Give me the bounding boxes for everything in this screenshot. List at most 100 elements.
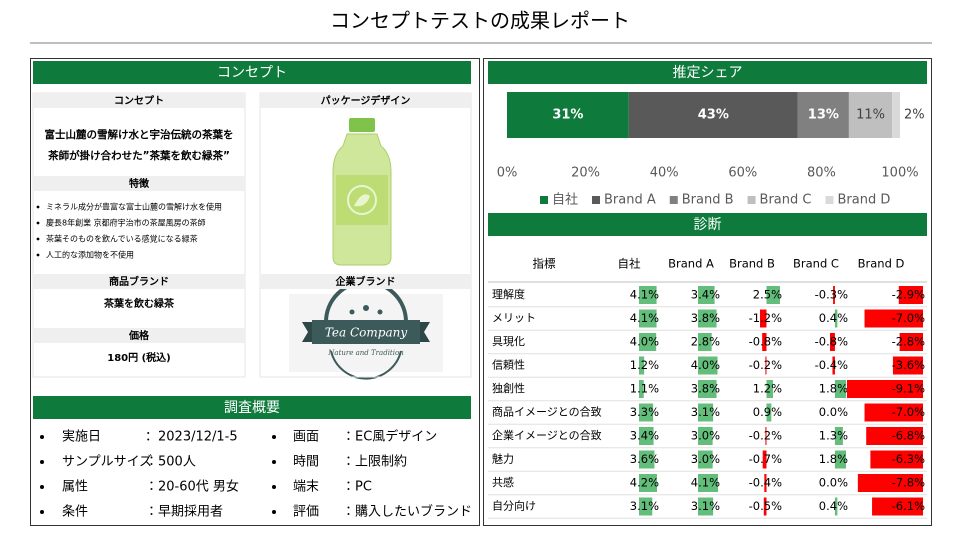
data-bar [870,450,923,469]
data-bar [698,333,712,351]
right-panel [483,58,932,526]
row-label: 企業イメージとの合致 [492,428,602,442]
x-tick-label: 80% [807,166,836,181]
cell-value: 0.4% [819,499,848,513]
bar-segment [628,92,798,138]
cell-value: -0.4% [749,476,782,490]
cell-value: 4.1% [630,288,659,302]
data-bar [764,474,767,492]
data-bar [762,333,767,351]
cell-value: -6.8% [892,429,925,443]
survey-label: 条件 [62,504,88,520]
cell-value: 1.3% [819,429,848,443]
cell-value: 4.0% [691,358,720,372]
logo-name: Tea Company [325,326,407,340]
cell-value: 0.0% [819,476,848,490]
data-bar [898,286,923,304]
data-bar [833,286,835,304]
cell-value: 4.0% [630,335,659,349]
bar-value-label: 2% [904,108,925,123]
feature-item: ミネラル成分が豊富な富士山麓の雪解け水を使用 [46,202,222,212]
bar-segment [797,92,849,138]
bullet [36,253,40,257]
bullet [40,460,44,464]
data-bar [832,356,835,375]
survey-value: ：2023/12/1-5 [145,430,238,445]
column-header: Brand A [668,257,714,271]
cell-value: -6.3% [892,452,925,466]
bar-value-label: 13% [808,108,839,123]
column-header: Brand C [793,257,839,271]
cell-value: -0.5% [749,499,782,513]
section-title: 推定シェア [673,65,743,81]
data-bar [760,309,767,328]
subheader-label: パッケージデザイン [321,94,411,107]
data-bar [765,356,767,375]
page-title: コンセプトテストの成果レポート [330,9,630,33]
survey-label: 実施日 [62,429,101,445]
price: 180円 (税込) [107,351,171,364]
survey-value: ：20-60代 男女 [145,480,239,495]
data-bar [892,356,923,375]
cell-value: 0.9% [753,405,782,419]
bullet [40,435,44,439]
cell-value: -7.0% [892,405,925,419]
survey-value: ：PC [342,480,372,495]
legend-label: Brand C [760,193,812,208]
legend-label: Brand A [604,193,656,208]
row-label: 具現化 [492,335,525,348]
data-bar [847,380,923,398]
row-label: 魅力 [492,452,514,466]
subheader [33,93,245,108]
cell-value: 3.8% [691,382,720,396]
cell-value: 3.3% [630,405,659,419]
row-label: 理解度 [492,287,525,301]
column-header: Brand B [729,257,775,271]
subheader-label: 特徴 [129,177,150,190]
column-header: 指標 [533,257,556,271]
feature-item: 人工的な添加物を不使用 [46,250,134,260]
cell-value: 4.1% [630,311,659,325]
x-tick-label: 40% [650,166,679,181]
legend-swatch [747,196,756,204]
x-tick-label: 60% [728,166,757,181]
section-header [488,213,927,236]
section-header [33,61,471,84]
data-bar [639,356,645,375]
cell-value: -0.3% [815,288,848,302]
survey-value: ：上限制約 [342,455,407,470]
cell-value: -7.0% [892,311,925,325]
cell-value: 3.4% [630,429,659,443]
data-bar [698,380,717,398]
subheader [33,176,245,191]
subheader [33,328,245,343]
x-tick-label: 0% [497,166,518,181]
data-bar [762,450,767,469]
bullet [272,460,276,464]
bullet [36,205,40,209]
section-title: コンセプト [217,65,287,81]
legend-label: Brand B [682,193,734,208]
bar-value-label: 31% [552,108,583,123]
cell-value: 3.1% [691,499,720,513]
cell-value: 3.1% [630,499,659,513]
row-label: 信頼性 [492,358,525,372]
survey-label: 画面 [293,430,319,445]
subheader [33,274,245,289]
cell-value: -2.8% [892,335,925,349]
data-bar [698,403,714,422]
data-bar [639,309,657,328]
data-bar [857,474,923,492]
row-label: 共感 [492,475,514,489]
company-logo [289,280,443,380]
cell-value: -0.8% [749,335,782,349]
survey-label: 属性 [62,480,88,495]
data-bar [864,309,923,328]
cell-value: 3.0% [691,429,720,443]
bullet [36,237,40,241]
cell-value: 1.2% [630,358,659,372]
cell-value: -0.2% [749,358,782,372]
cell-value: -7.8% [892,476,925,490]
data-bar [639,427,654,445]
